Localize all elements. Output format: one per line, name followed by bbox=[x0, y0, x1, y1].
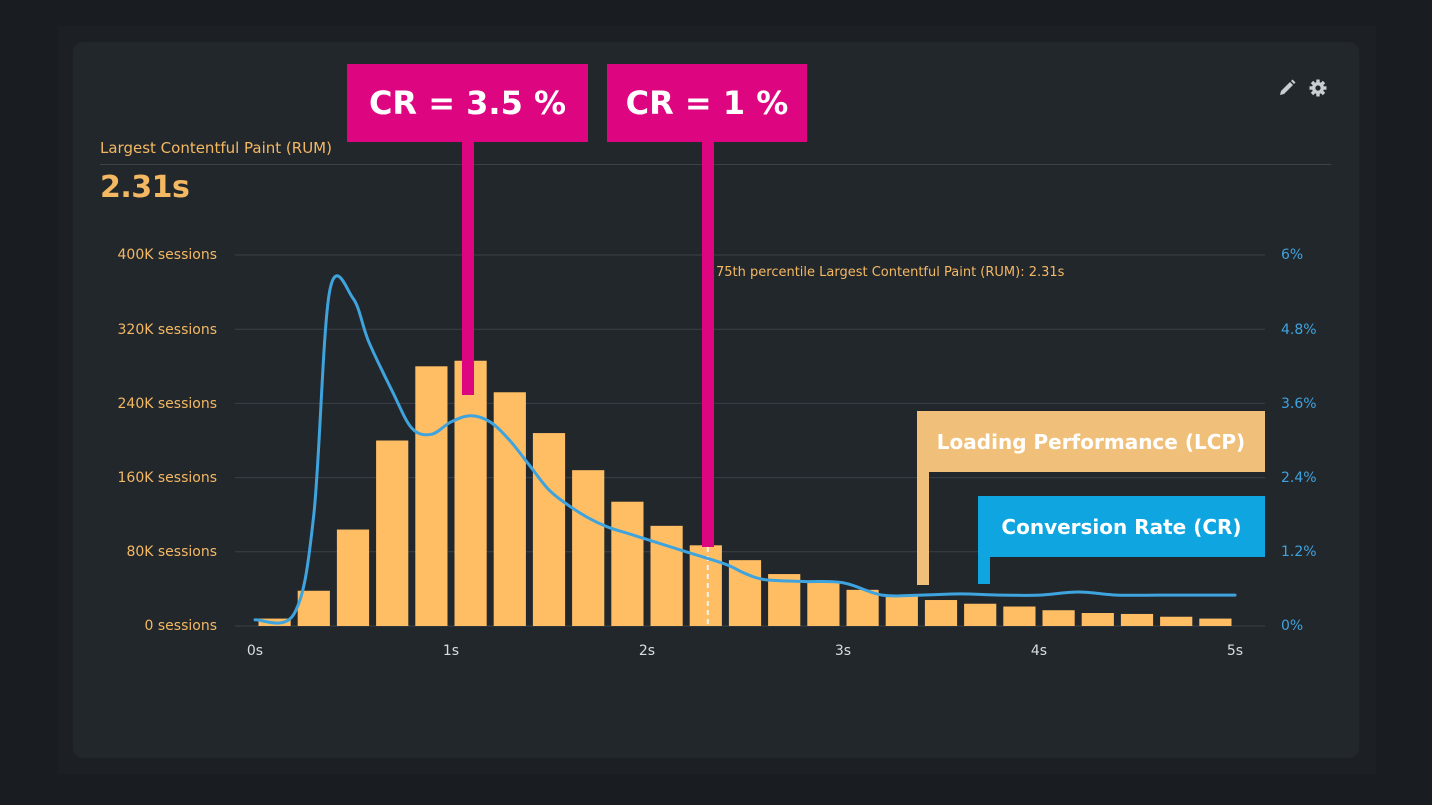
cr-legend-label: Conversion Rate (CR) bbox=[978, 496, 1265, 557]
x-tick: 3s bbox=[834, 643, 852, 659]
cr-annotation-label: CR = 3.5 % bbox=[347, 64, 588, 142]
y-left-tick: 80K sessions bbox=[126, 544, 217, 560]
histogram-bar bbox=[454, 360, 487, 626]
metric-title: Largest Contentful Paint (RUM) bbox=[100, 139, 332, 157]
x-tick: 1s bbox=[442, 643, 460, 659]
histogram-bar bbox=[964, 603, 997, 626]
histogram-bar bbox=[297, 590, 330, 626]
histogram-bar bbox=[1160, 616, 1193, 626]
percentile-label: 75th percentile Largest Contentful Paint… bbox=[716, 265, 1065, 280]
lcp-legend-label: Loading Performance (LCP) bbox=[917, 411, 1265, 472]
x-tick: 4s bbox=[1030, 643, 1048, 659]
x-tick: 0s bbox=[246, 643, 264, 659]
chart-card bbox=[73, 42, 1359, 758]
y-right-tick: 3.6% bbox=[1281, 396, 1317, 412]
x-tick: 5s bbox=[1226, 643, 1244, 659]
x-tick: 2s bbox=[638, 643, 656, 659]
histogram-bar bbox=[1042, 610, 1075, 626]
y-right-tick: 4.8% bbox=[1281, 322, 1317, 338]
histogram-bar bbox=[376, 440, 409, 626]
histogram-bar bbox=[572, 470, 605, 626]
pencil-icon[interactable] bbox=[1277, 78, 1297, 98]
lcp-legend-pointer bbox=[917, 472, 929, 585]
y-left-tick: 0 sessions bbox=[144, 618, 217, 634]
conversion-rate-line bbox=[253, 274, 1237, 625]
histogram-bar bbox=[1199, 618, 1232, 626]
y-left-tick: 240K sessions bbox=[117, 396, 217, 412]
cr-annotation-pointer bbox=[462, 142, 474, 395]
histogram-bar bbox=[807, 582, 840, 626]
histogram-bar bbox=[1120, 613, 1154, 626]
histogram-bar bbox=[415, 366, 448, 626]
cr-annotation-label: CR = 1 % bbox=[607, 64, 807, 142]
histogram-bar bbox=[1081, 613, 1114, 626]
header-divider bbox=[100, 164, 1331, 165]
gear-icon[interactable] bbox=[1308, 78, 1328, 98]
histogram-bar bbox=[336, 529, 370, 626]
y-left-tick: 400K sessions bbox=[117, 247, 217, 263]
cr-annotation-pointer bbox=[702, 142, 714, 547]
histogram-bar bbox=[728, 560, 762, 626]
y-left-tick: 320K sessions bbox=[117, 322, 217, 338]
y-right-tick: 1.2% bbox=[1281, 544, 1317, 560]
y-right-tick: 6% bbox=[1281, 247, 1304, 263]
histogram-bar bbox=[532, 433, 566, 626]
y-right-tick: 0% bbox=[1281, 618, 1304, 634]
metric-value: 2.31s bbox=[100, 170, 190, 205]
histogram-bar bbox=[846, 589, 879, 626]
y-right-tick: 2.4% bbox=[1281, 470, 1317, 486]
cr-legend-pointer bbox=[978, 557, 990, 584]
histogram-bar bbox=[768, 574, 801, 626]
histogram-bar bbox=[611, 501, 644, 626]
histogram-bar bbox=[885, 596, 918, 626]
y-left-tick: 160K sessions bbox=[117, 470, 217, 486]
histogram-bar bbox=[924, 600, 958, 626]
histogram-bar bbox=[1003, 606, 1036, 626]
